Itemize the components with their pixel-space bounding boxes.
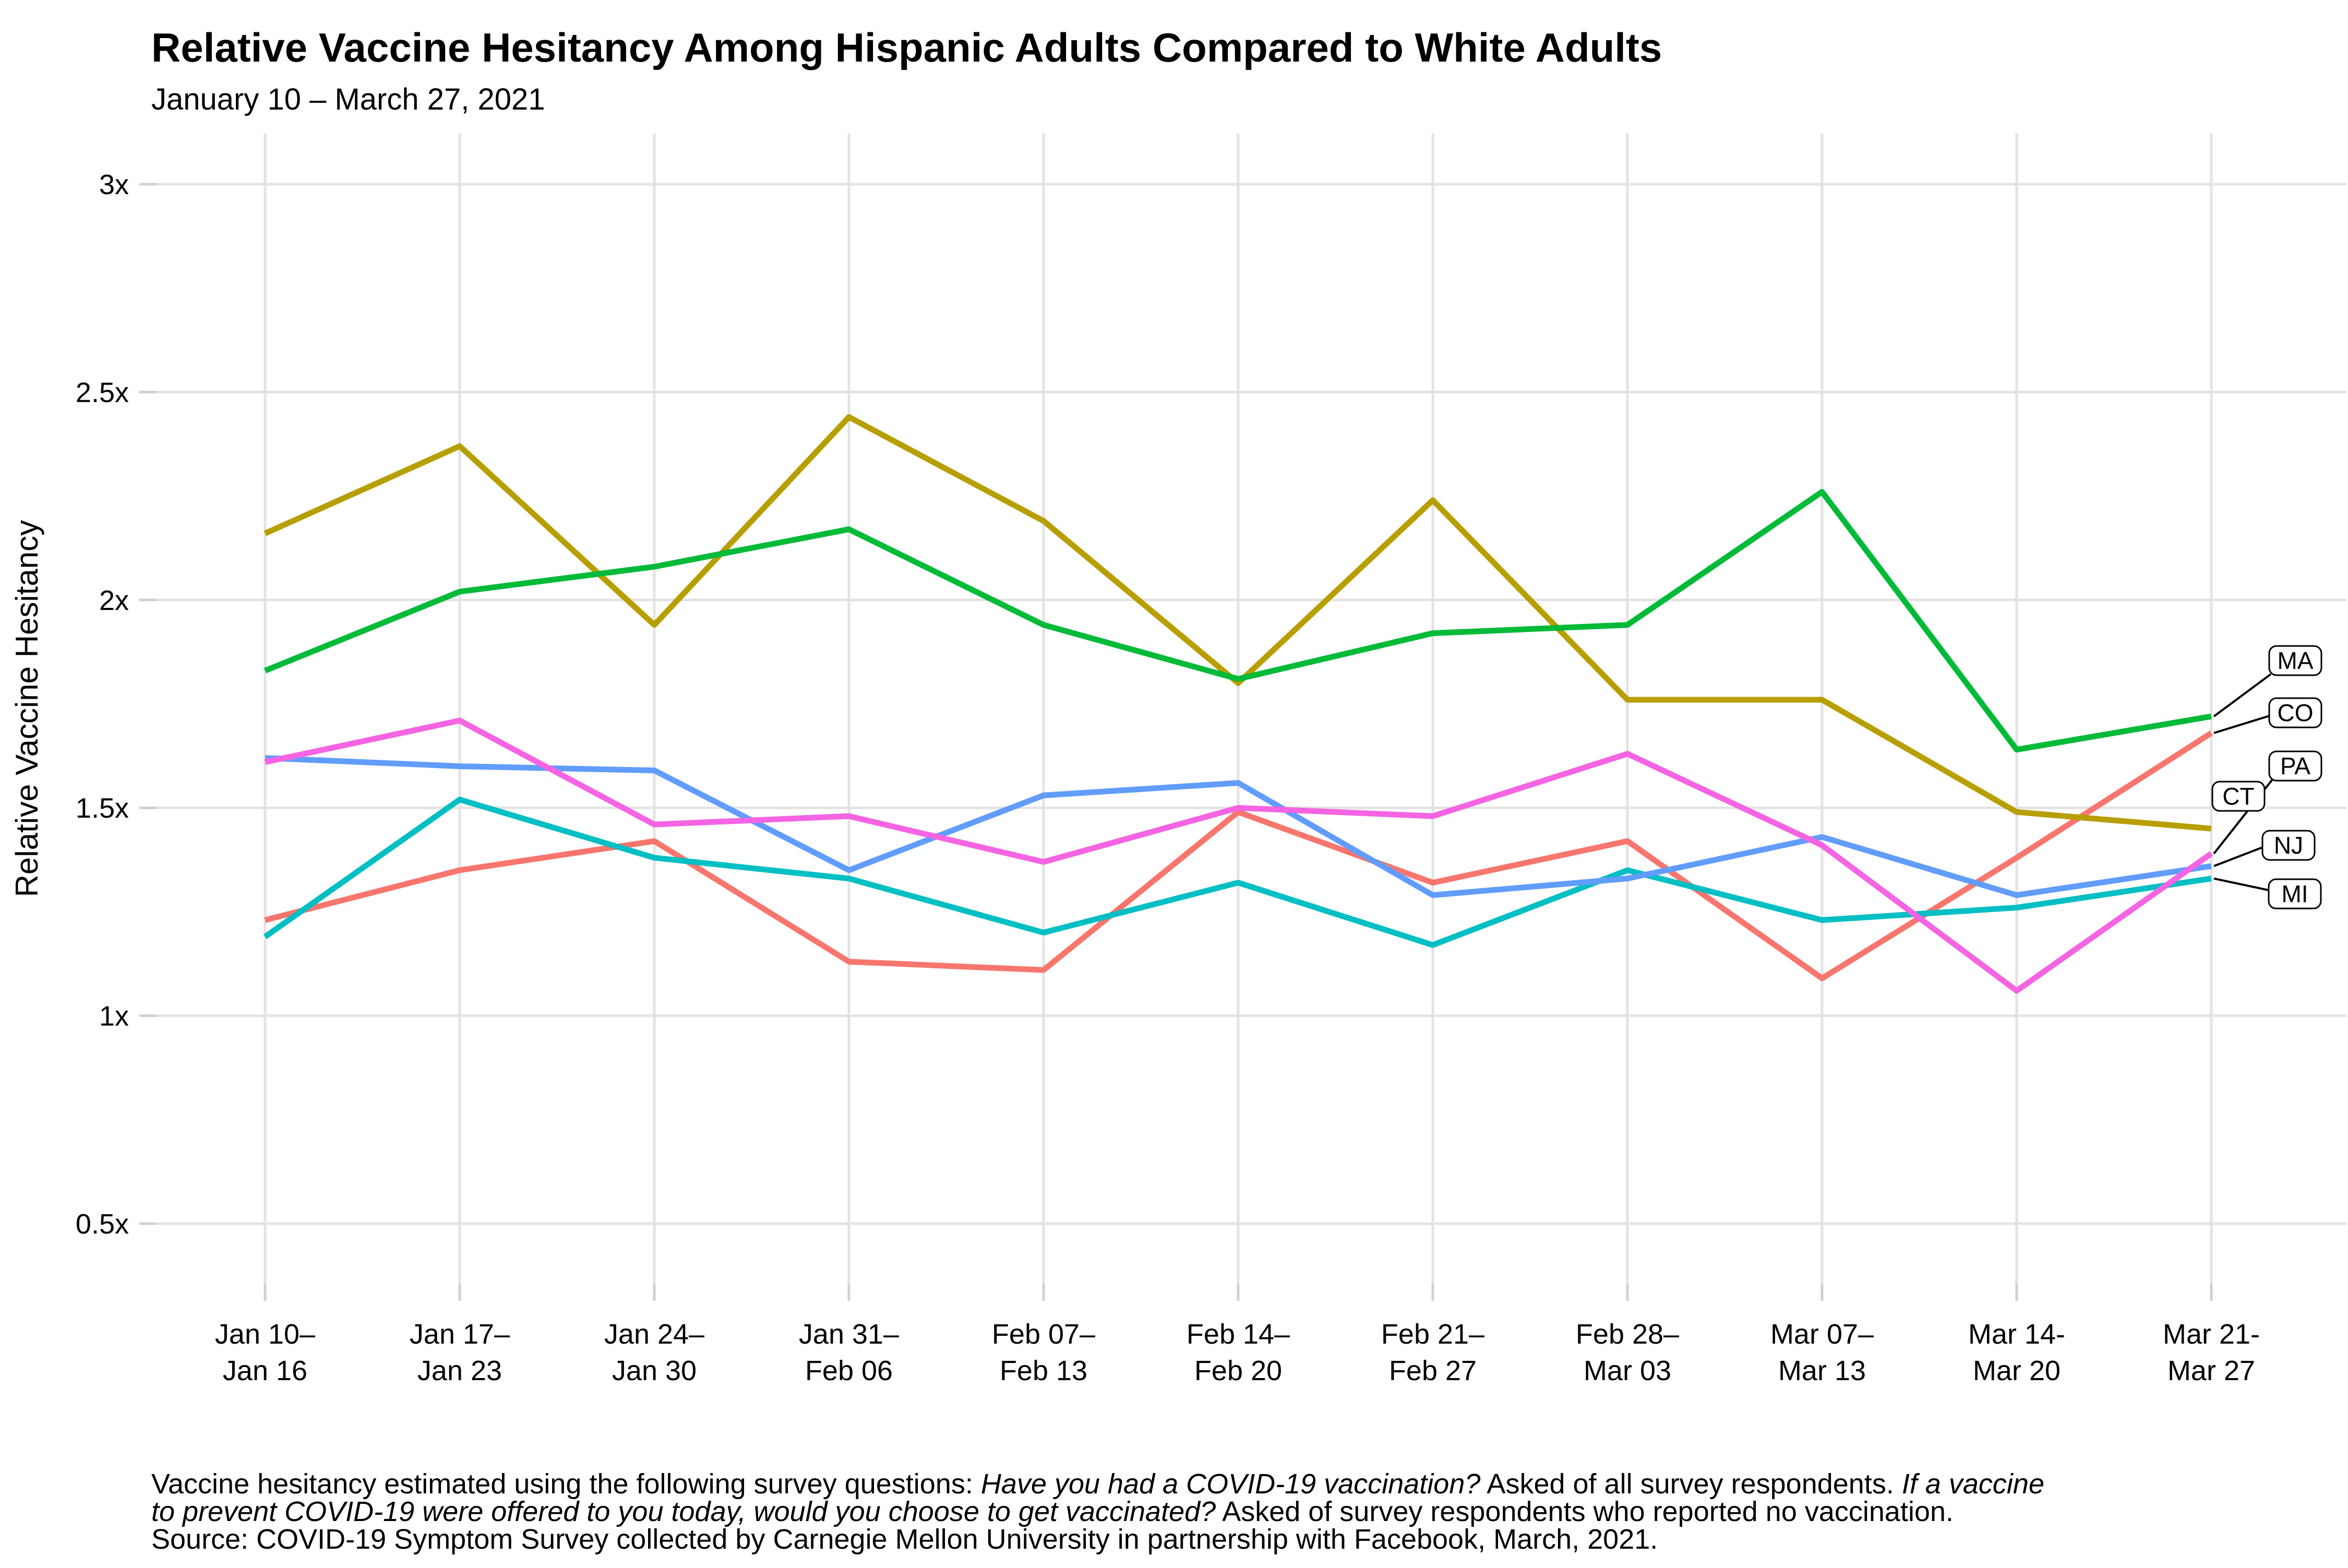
- x-tick-label-line1: Jan 31–: [799, 1319, 899, 1350]
- x-tick-label-line2: Mar 03: [1584, 1355, 1671, 1386]
- axis-ticks: [139, 183, 2213, 1301]
- label-leader-CO: [2213, 715, 2270, 734]
- series-label-text-CT: CT: [2222, 783, 2254, 810]
- x-tick-label-line2: Jan 23: [417, 1355, 502, 1386]
- x-tick-label-line1: Mar 07–: [1770, 1319, 1874, 1350]
- x-tick-label-line2: Feb 20: [1194, 1355, 1282, 1386]
- x-tick-label-line2: Mar 27: [2167, 1355, 2255, 1386]
- line-CO: [264, 731, 2213, 982]
- line-CT: [263, 414, 2212, 832]
- line-PA: [264, 717, 2213, 994]
- series-label-box-MI: [2268, 878, 2322, 909]
- footnote-line: Vaccine hesitancy estimated using the fo…: [151, 1468, 2044, 1500]
- series-label-text-MI: MI: [2281, 880, 2308, 907]
- y-tick-label: 2.5x: [76, 377, 129, 408]
- y-tick-label: 2x: [99, 585, 129, 616]
- line-NJ: [265, 755, 2212, 898]
- series-label-box-PA: [2268, 750, 2322, 782]
- series-label-text-MA: MA: [2278, 647, 2314, 674]
- x-tick-label-line1: Feb 14–: [1187, 1319, 1290, 1350]
- x-tick-label-line1: Feb 28–: [1576, 1319, 1679, 1350]
- x-tick-label-line1: Jan 17–: [410, 1319, 510, 1350]
- chart-subtitle: January 10 – March 27, 2021: [151, 82, 545, 116]
- series-end-labels: MA CO PA CT NJ MI: [2211, 645, 2322, 909]
- data-series-lines: [263, 414, 2213, 994]
- footnote-line: Source: COVID-19 Symptom Survey collecte…: [151, 1524, 1658, 1555]
- chart-title: Relative Vaccine Hesitancy Among Hispani…: [151, 25, 1662, 70]
- x-tick-label-line1: Mar 14-: [1968, 1319, 2065, 1350]
- series-label-box-CT: [2211, 781, 2266, 812]
- label-leader-NJ: [2213, 846, 2263, 867]
- footnote-line: to prevent COVID-19 were offered to you …: [151, 1496, 1954, 1527]
- x-tick-label-line1: Jan 24–: [604, 1319, 704, 1350]
- x-tick-label-line2: Feb 27: [1389, 1355, 1477, 1386]
- footnote: Vaccine hesitancy estimated using the fo…: [151, 1468, 2044, 1555]
- x-tick-label-line2: Jan 30: [612, 1355, 697, 1386]
- x-tick-label-line2: Mar 13: [1778, 1355, 1866, 1386]
- y-tick-labels: 3x 2.5x 2x 1.5x 1x 0.5x: [76, 169, 129, 1240]
- label-leader-MI: [2213, 877, 2269, 891]
- series-label-box-CO: [2268, 697, 2322, 728]
- gridlines: [157, 133, 2346, 1284]
- y-tick-label: 1x: [99, 1001, 129, 1032]
- x-tick-label-line2: Feb 06: [805, 1355, 893, 1386]
- y-tick-label: 3x: [99, 169, 129, 200]
- x-tick-labels: Jan 10– Jan 16 Jan 17– Jan 23 Jan 24– Jan 30 J…: [215, 1319, 2260, 1386]
- line-MA: [263, 489, 2212, 753]
- y-tick-label: 1.5x: [76, 793, 129, 824]
- x-tick-label-line1: Jan 10–: [215, 1319, 315, 1350]
- x-tick-label-line2: Mar 20: [1973, 1355, 2061, 1386]
- x-tick-label-line1: Mar 21-: [2163, 1319, 2260, 1350]
- x-tick-label-line1: Feb 07–: [992, 1319, 1095, 1350]
- line-MI: [263, 796, 2212, 948]
- y-tick-label: 0.5x: [76, 1208, 129, 1240]
- label-leader-MA: [2213, 673, 2272, 717]
- x-tick-label-line1: Feb 21–: [1381, 1319, 1484, 1350]
- series-label-text-NJ: NJ: [2274, 832, 2303, 859]
- x-tick-label-line2: Jan 16: [223, 1355, 307, 1386]
- series-label-text-CO: CO: [2278, 699, 2314, 726]
- series-label-box-MA: [2268, 645, 2322, 676]
- y-axis-title: Relative Vaccine Hesitancy: [9, 520, 44, 897]
- series-label-text-PA: PA: [2280, 752, 2310, 780]
- series-label-box-NJ: [2261, 830, 2316, 861]
- x-tick-label-line2: Feb 13: [1000, 1355, 1087, 1386]
